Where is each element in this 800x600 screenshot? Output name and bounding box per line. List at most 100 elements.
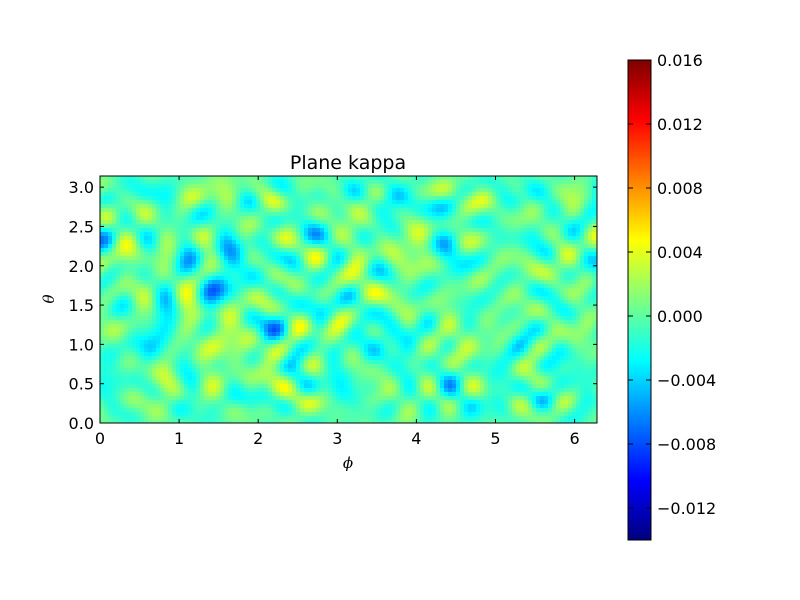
heatmap-cell (544, 284, 549, 289)
heatmap-cell (460, 328, 465, 333)
heatmap-cell (488, 304, 493, 309)
heatmap-cell (432, 312, 437, 317)
heatmap-cell (168, 200, 173, 205)
heatmap-cell (232, 192, 237, 197)
heatmap-cell (408, 256, 413, 261)
heatmap-cell (488, 228, 493, 233)
heatmap-cell (444, 280, 449, 285)
heatmap-cell (288, 228, 293, 233)
heatmap-cell (376, 232, 381, 237)
heatmap-cell (132, 184, 137, 189)
heatmap-cell (456, 320, 461, 325)
heatmap-cell (348, 220, 353, 225)
heatmap-cell (404, 216, 409, 221)
heatmap-cell (380, 280, 385, 285)
heatmap-cell (176, 180, 181, 185)
heatmap-cell (108, 196, 113, 201)
heatmap-cell (188, 256, 193, 261)
heatmap-cell (496, 208, 501, 213)
heatmap-cell (432, 232, 437, 237)
heatmap-cell (204, 296, 209, 301)
heatmap-cell (520, 324, 525, 329)
heatmap-cell (280, 196, 285, 201)
heatmap-cell (140, 244, 145, 249)
heatmap-cell (448, 324, 453, 329)
heatmap-cell (148, 268, 153, 273)
heatmap-cell (224, 248, 229, 253)
heatmap-cell (516, 288, 521, 293)
heatmap-cell (580, 208, 585, 213)
heatmap-cell (576, 268, 581, 273)
heatmap-cell (432, 292, 437, 297)
heatmap-cell (228, 332, 233, 337)
heatmap-cell (336, 284, 341, 289)
heatmap-cell (372, 276, 377, 281)
heatmap-cell (568, 200, 573, 205)
heatmap-cell (288, 240, 293, 245)
heatmap-cell (276, 256, 281, 261)
heatmap-cell (204, 288, 209, 293)
heatmap-cell (464, 292, 469, 297)
heatmap-cell (528, 316, 533, 321)
heatmap-cell (252, 328, 257, 333)
heatmap-cell (164, 216, 169, 221)
heatmap-cell (120, 216, 125, 221)
heatmap-cell (312, 300, 317, 305)
heatmap-cell (216, 316, 221, 321)
heatmap-cell (436, 300, 441, 305)
heatmap-cell (592, 248, 597, 253)
heatmap-cell (276, 268, 281, 273)
heatmap-cell (296, 188, 301, 193)
heatmap-cell (308, 332, 313, 337)
heatmap-cell (436, 244, 441, 249)
heatmap-cell (200, 248, 205, 253)
heatmap-cell (152, 212, 157, 217)
heatmap-cell (288, 288, 293, 293)
heatmap-cell (320, 176, 325, 181)
heatmap-cell (496, 316, 501, 321)
heatmap-cell (448, 188, 453, 193)
heatmap-cell (472, 296, 477, 301)
heatmap-cell (372, 332, 377, 337)
heatmap-cell (288, 224, 293, 229)
heatmap-cell (396, 332, 401, 337)
heatmap-cell (432, 328, 437, 333)
heatmap-cell (372, 208, 377, 213)
heatmap-cell (228, 304, 233, 309)
heatmap-cell (536, 296, 541, 301)
heatmap-cell (120, 188, 125, 193)
heatmap-cell (144, 176, 149, 181)
heatmap-cell (472, 308, 477, 313)
heatmap-cell (488, 180, 493, 185)
heatmap-cell (232, 256, 237, 261)
heatmap-cell (524, 268, 529, 273)
heatmap-cell (332, 308, 337, 313)
heatmap-cell (136, 224, 141, 229)
heatmap-cell (136, 320, 141, 325)
heatmap-cell (120, 252, 125, 257)
heatmap-cell (508, 240, 513, 245)
heatmap-cell (576, 312, 581, 317)
heatmap-cell (256, 300, 261, 305)
heatmap-cell (552, 292, 557, 297)
heatmap-cell (356, 176, 361, 181)
heatmap-cell (108, 180, 113, 185)
heatmap-cell (580, 192, 585, 197)
heatmap-cell (168, 256, 173, 261)
heatmap-cell (448, 180, 453, 185)
heatmap-cell (584, 192, 589, 197)
heatmap-cell (588, 176, 593, 181)
heatmap-cell (292, 180, 297, 185)
heatmap-cell (168, 204, 173, 209)
heatmap-cell (228, 264, 233, 269)
heatmap-cell (280, 216, 285, 221)
heatmap-cell (520, 272, 525, 277)
heatmap-cell (384, 288, 389, 293)
heatmap-cell (272, 332, 277, 337)
heatmap-cell (184, 284, 189, 289)
heatmap-cell (384, 188, 389, 193)
heatmap-cell (172, 224, 177, 229)
heatmap-cell (332, 232, 337, 237)
heatmap-cell (220, 236, 225, 241)
heatmap-cell (304, 188, 309, 193)
